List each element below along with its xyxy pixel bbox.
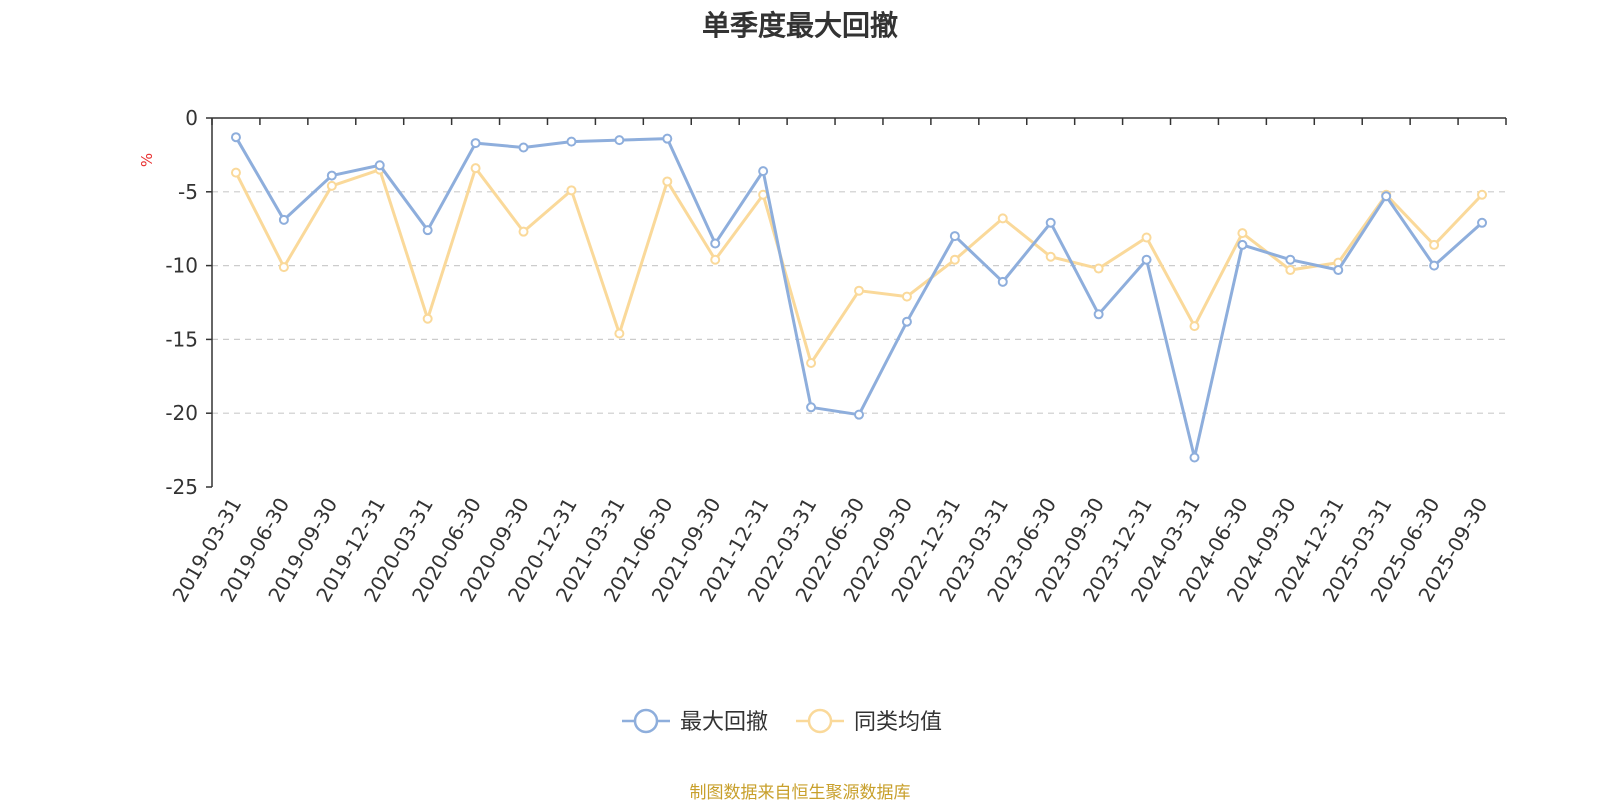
data-point[interactable] (949, 231, 960, 242)
data-point[interactable] (614, 328, 625, 339)
legend-label: 同类均值 (854, 710, 942, 735)
data-point[interactable] (758, 166, 769, 177)
data-point[interactable] (566, 185, 577, 196)
data-point[interactable] (1333, 265, 1344, 276)
legend[interactable]: 最大回撤 同类均值 (622, 708, 942, 735)
y-tick-label: -15 (165, 327, 198, 351)
data-point[interactable] (806, 402, 817, 413)
data-point[interactable] (470, 163, 481, 174)
data-point[interactable] (1477, 217, 1488, 228)
y-tick-label: -5 (178, 180, 198, 204)
series-line (234, 136, 1484, 459)
legend-marker (633, 708, 659, 734)
data-point[interactable] (518, 142, 529, 153)
data-point[interactable] (422, 313, 433, 324)
data-point[interactable] (1237, 239, 1248, 250)
legend-label: 最大回撤 (680, 710, 768, 735)
axes (211, 117, 1506, 487)
data-point[interactable] (278, 214, 289, 225)
data-point[interactable] (997, 213, 1008, 224)
series-1 (230, 132, 1488, 463)
legend-item-1[interactable]: 最大回撤 (622, 708, 768, 735)
data-point[interactable] (470, 138, 481, 149)
y-tick-label: -20 (165, 401, 198, 425)
data-point[interactable] (997, 276, 1008, 287)
data-point[interactable] (614, 135, 625, 146)
data-point[interactable] (1093, 263, 1104, 274)
y-tick-label: -25 (165, 475, 198, 499)
data-point[interactable] (662, 176, 673, 187)
data-point[interactable] (662, 133, 673, 144)
legend-marker (807, 708, 833, 734)
series-group (230, 132, 1488, 463)
data-point[interactable] (901, 291, 912, 302)
data-point[interactable] (1429, 239, 1440, 250)
data-point[interactable] (230, 132, 241, 143)
data-point[interactable] (1381, 191, 1392, 202)
data-source-note: 制图数据来自恒生聚源数据库 (689, 783, 911, 803)
data-point[interactable] (326, 170, 337, 181)
data-point[interactable] (1045, 217, 1056, 228)
data-point[interactable] (230, 167, 241, 178)
grid-lines (212, 191, 1506, 414)
data-point[interactable] (710, 238, 721, 249)
chart-title: 单季度最大回撤 (701, 9, 898, 42)
data-point[interactable] (1237, 228, 1248, 239)
legend-item-2[interactable]: 同类均值 (796, 708, 942, 735)
data-point[interactable] (1093, 309, 1104, 320)
data-point[interactable] (1141, 254, 1152, 265)
data-point[interactable] (1141, 232, 1152, 243)
data-point[interactable] (1285, 265, 1296, 276)
data-point[interactable] (1045, 251, 1056, 262)
data-point[interactable] (422, 225, 433, 236)
data-point[interactable] (566, 136, 577, 147)
y-tick-label: -10 (165, 254, 198, 278)
data-point[interactable] (326, 180, 337, 191)
data-point[interactable] (1285, 254, 1296, 265)
series-2 (230, 163, 1488, 369)
data-point[interactable] (806, 358, 817, 369)
data-point[interactable] (1429, 260, 1440, 271)
data-point[interactable] (854, 285, 864, 296)
y-axis-label: % (138, 153, 156, 167)
data-point[interactable] (1477, 189, 1488, 200)
data-point[interactable] (901, 316, 912, 327)
data-point[interactable] (854, 409, 864, 420)
data-point[interactable] (278, 262, 289, 273)
y-tick-label: 0 (185, 106, 198, 130)
data-point[interactable] (374, 160, 385, 171)
y-axis-ticks: 0 -5 -10 -15 -20 -25 (165, 106, 212, 499)
data-point[interactable] (710, 254, 721, 265)
data-point[interactable] (1189, 321, 1200, 332)
data-point[interactable] (1189, 452, 1200, 463)
data-point[interactable] (518, 226, 529, 237)
data-point[interactable] (949, 254, 960, 265)
